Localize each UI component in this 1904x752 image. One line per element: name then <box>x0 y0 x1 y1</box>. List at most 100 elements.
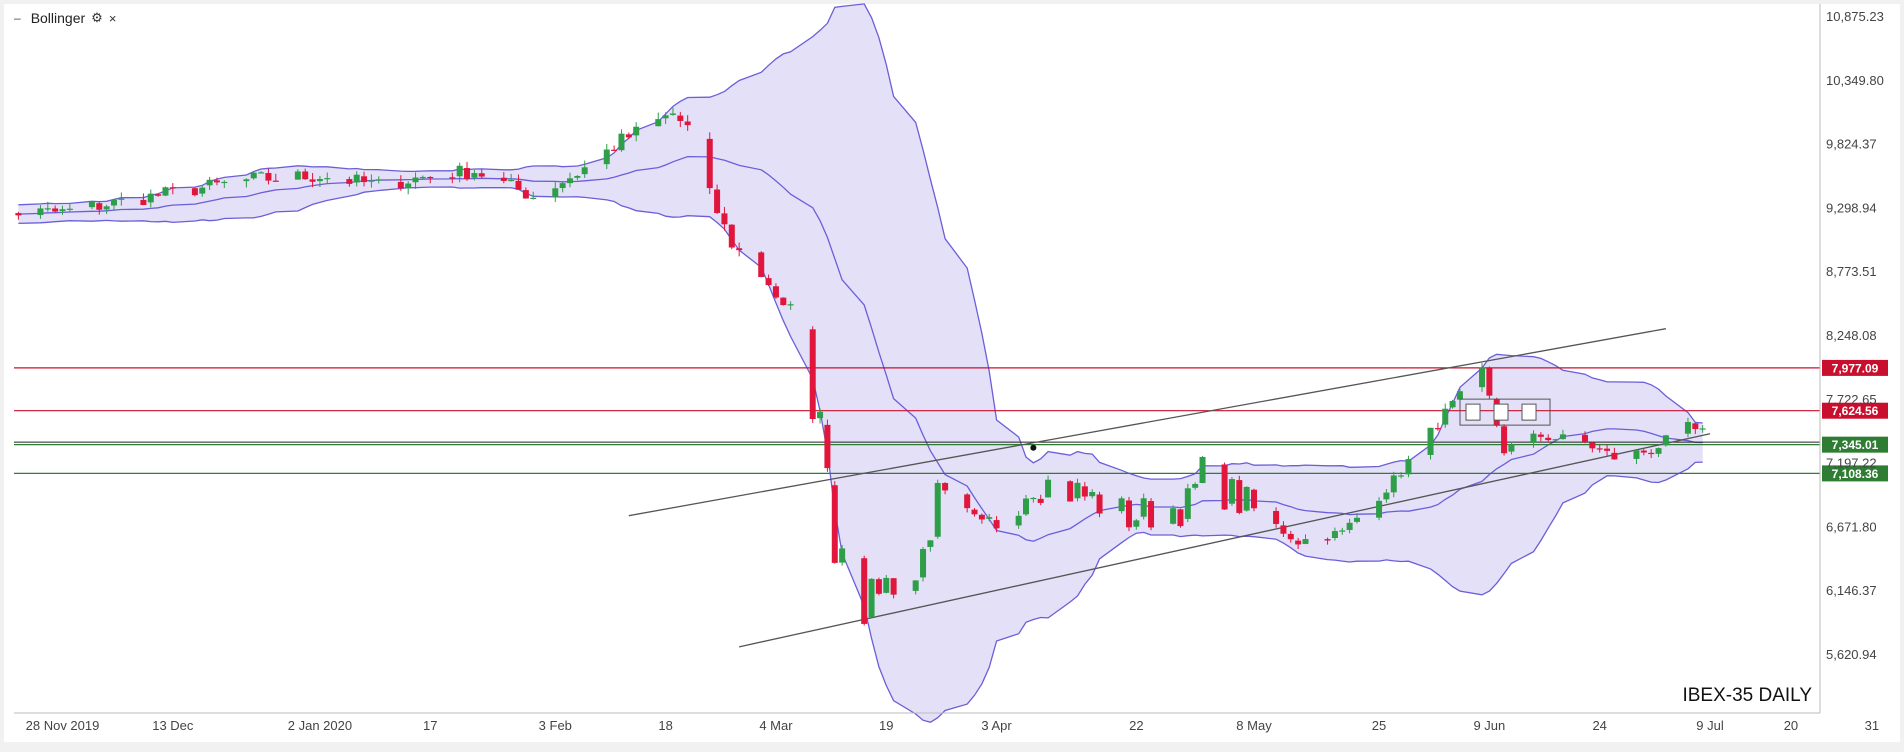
trendlines <box>628 328 1711 648</box>
candle-body <box>1015 515 1022 526</box>
candle-body <box>1023 498 1030 515</box>
cursor-icon[interactable] <box>1465 403 1481 421</box>
candle-body <box>721 213 728 225</box>
candle-body <box>993 520 1000 529</box>
candle-body <box>581 167 588 175</box>
level-tag-3 <box>1822 465 1888 482</box>
candle-body <box>1376 500 1383 518</box>
candle-body <box>265 172 272 181</box>
level-tag-1 <box>1822 402 1888 419</box>
candle-body <box>1140 498 1147 517</box>
candle-body <box>1192 484 1199 488</box>
candle-body <box>625 134 632 138</box>
x-tick-label: 20 <box>1784 718 1798 733</box>
candle-body <box>1273 510 1280 524</box>
candle-body <box>1589 442 1596 449</box>
candle-body <box>316 178 323 182</box>
bollinger-fill <box>18 3 1703 723</box>
candle-body <box>1648 452 1655 455</box>
x-tick-label: 3 Feb <box>539 718 572 733</box>
level-tag-label-1: 7,624.56 <box>1832 404 1879 418</box>
y-tick-label: 10,349.80 <box>1826 73 1884 88</box>
candle-body <box>375 179 382 181</box>
candle-body <box>1545 437 1552 441</box>
candle-body <box>1501 426 1508 454</box>
candles <box>15 107 1706 626</box>
candle-body <box>110 199 117 206</box>
candle-body <box>464 168 471 179</box>
candle-body <box>1537 434 1544 437</box>
candle-body <box>714 189 721 213</box>
candle-body <box>353 174 360 183</box>
candle-body <box>508 179 515 182</box>
y-tick-label: 6,671.80 <box>1826 519 1877 534</box>
candle-body <box>1287 533 1294 540</box>
candle-body <box>59 209 66 212</box>
delete-icon[interactable] <box>1521 403 1537 421</box>
candle-body <box>986 517 993 519</box>
candle-body <box>824 424 831 469</box>
candle-body <box>1552 439 1559 441</box>
candle-body <box>559 183 566 189</box>
candle-body <box>397 181 404 189</box>
candle-body <box>405 183 412 189</box>
selection-box <box>1459 398 1551 426</box>
candle-body <box>817 411 824 419</box>
candle-body <box>199 187 206 194</box>
candle-body <box>1199 456 1206 483</box>
candle-body <box>566 178 573 184</box>
candle-body <box>1236 480 1243 513</box>
x-tick-label: 28 Nov 2019 <box>26 718 100 733</box>
copy-icon[interactable] <box>1493 403 1509 421</box>
candle-body <box>603 149 610 165</box>
candle-body <box>809 329 816 420</box>
candle-body <box>221 181 228 184</box>
candle-body <box>964 494 971 509</box>
y-tick-label: 10,875.23 <box>1826 9 1884 24</box>
candle-body <box>765 278 772 286</box>
candle-body <box>103 206 110 210</box>
candle-body <box>618 133 625 151</box>
collapse-icon[interactable]: – <box>14 11 21 25</box>
candle-body <box>633 126 640 136</box>
candle-body <box>1427 427 1434 455</box>
y-tick-label: 9,824.37 <box>1826 137 1877 152</box>
candle-body <box>1074 482 1081 499</box>
candle-body <box>155 194 162 196</box>
candle-body <box>934 482 941 537</box>
candle-body <box>1243 486 1250 511</box>
settings-icon[interactable]: ⚙ <box>91 10 103 25</box>
close-icon[interactable]: × <box>108 10 117 26</box>
y-tick-label: 6,146.37 <box>1826 583 1877 598</box>
candle-body <box>162 187 169 196</box>
level-tag-0 <box>1822 359 1888 376</box>
candle-body <box>1067 481 1074 502</box>
candle-body <box>1449 400 1456 408</box>
candle-body <box>1081 486 1088 497</box>
indicator-label: Bollinger <box>30 10 86 26</box>
y-tick-label: 8,773.51 <box>1826 264 1877 279</box>
candle-body <box>1089 492 1096 497</box>
candle-body <box>1324 539 1331 541</box>
trendline-anchor <box>1030 444 1037 451</box>
x-tick-label: 9 Jul <box>1696 718 1724 733</box>
candle-body <box>1037 498 1044 503</box>
candle-body <box>449 177 456 179</box>
x-tick-label: 3 Apr <box>981 718 1012 733</box>
y-tick-label: 8,248.08 <box>1826 328 1877 343</box>
candle-body <box>772 286 779 298</box>
candle-body <box>522 190 529 199</box>
candle-body <box>1699 428 1706 430</box>
candle-body <box>736 248 743 251</box>
candle-body <box>243 179 250 182</box>
candle-body <box>44 208 51 210</box>
candle-body <box>1339 530 1346 532</box>
candle-body <box>669 113 676 115</box>
trendline-1 <box>739 433 1711 648</box>
candle-body <box>206 179 213 186</box>
candle-body <box>147 193 154 203</box>
candle-body <box>294 171 301 180</box>
candle-body <box>1486 368 1493 396</box>
